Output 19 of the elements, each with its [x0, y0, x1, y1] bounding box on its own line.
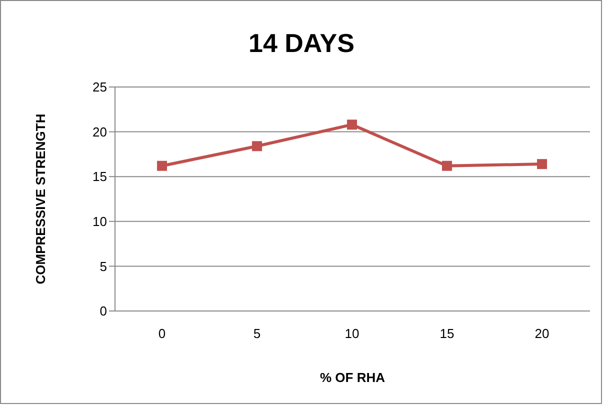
y-tick-label: 25	[92, 80, 107, 95]
y-tick-label: 5	[100, 258, 107, 274]
x-tick-label: 15	[440, 326, 454, 342]
chart-title: 14 DAYS	[248, 28, 356, 59]
x-tick-label: 20	[534, 326, 550, 342]
y-tick-label: 20	[92, 124, 107, 140]
point	[347, 120, 357, 130]
point	[252, 141, 262, 152]
point	[442, 160, 452, 171]
x-axis-title: % OF RHA	[319, 370, 386, 385]
x-tick-label: 0	[158, 326, 166, 342]
point	[537, 159, 547, 170]
x-tick-label: 10	[344, 326, 360, 342]
x-tick-label: 5	[253, 326, 261, 342]
y-tick-label: 15	[92, 169, 107, 184]
y-axis-title: COMPRESSIVE STRENGTH	[33, 112, 49, 286]
point	[157, 160, 167, 171]
y-tick-label: 10	[92, 214, 107, 230]
y-tick-label: 0	[100, 304, 107, 319]
